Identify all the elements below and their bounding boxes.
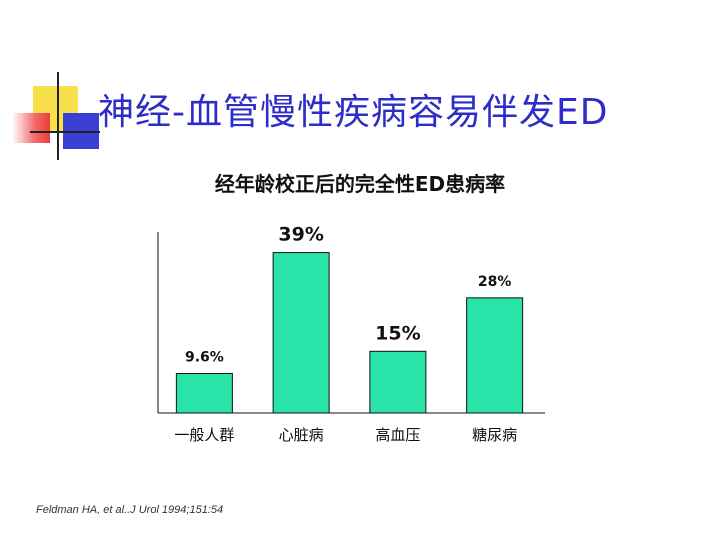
- decor-red-square: [12, 113, 50, 143]
- data-label-4: 28%: [478, 274, 512, 290]
- citation-footnote: Feldman HA, et al..J Urol 1994;151:54: [36, 504, 224, 516]
- slide-title: 神经-血管慢性疾病容易伴发ED: [98, 92, 609, 133]
- x-tick-label-1: 一般人群: [174, 426, 234, 444]
- decor-vertical-line: [57, 72, 59, 160]
- data-label-2: 39%: [278, 224, 323, 246]
- bar-1: [175, 373, 233, 414]
- x-tick-label-2: 心脏病: [279, 426, 324, 444]
- decor-horizontal-line: [30, 131, 100, 133]
- x-tick-label-4: 糖尿病: [472, 426, 517, 444]
- bar-3: [369, 350, 427, 414]
- chart-title: 经年龄校正后的完全性ED患病率: [214, 172, 506, 196]
- bar-4: [466, 297, 524, 414]
- bar-2: [272, 252, 330, 414]
- x-tick-label-3: 高血压: [375, 426, 420, 444]
- data-label-3: 15%: [375, 322, 420, 344]
- data-label-1: 9.6%: [185, 350, 224, 366]
